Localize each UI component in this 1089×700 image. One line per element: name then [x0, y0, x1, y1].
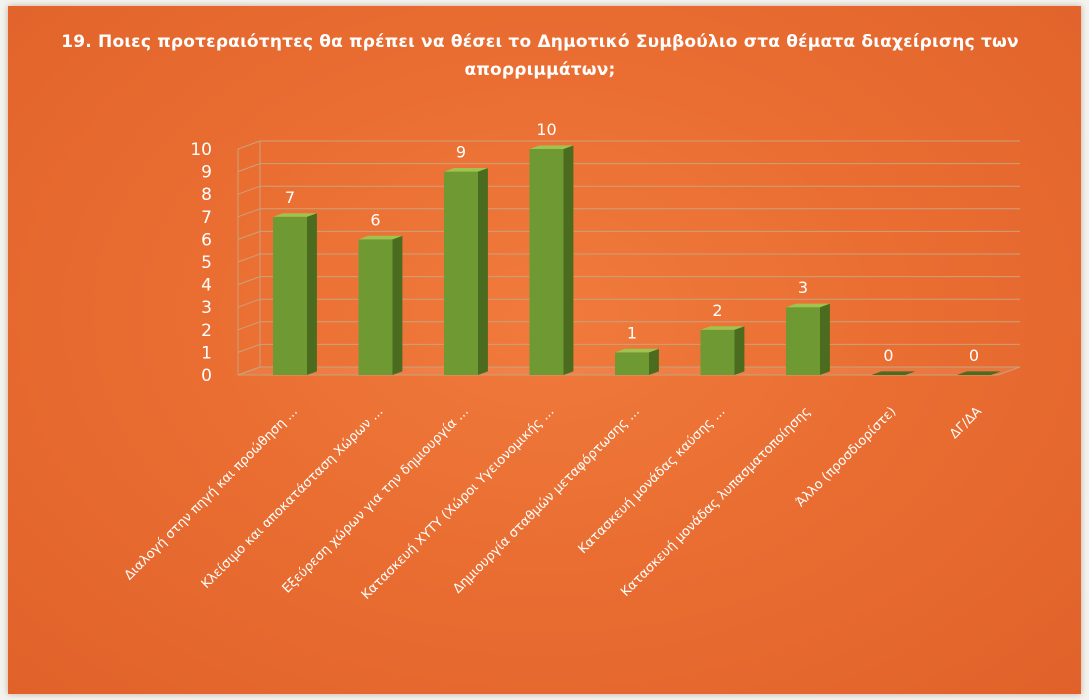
bar-side — [649, 348, 659, 375]
gridline-depth — [237, 185, 261, 195]
x-axis-labels: Διαλογή στην πηγή και προώθηση ...Κλείσι… — [122, 404, 985, 603]
bar-side — [392, 235, 403, 375]
y-tick-label: 9 — [201, 163, 212, 183]
x-tick-label: Άλλο (προσδιορίστε) — [793, 404, 899, 510]
bar-side — [820, 303, 830, 375]
y-tick-label: 1 — [201, 343, 212, 363]
y-tick-label: 8 — [201, 185, 212, 205]
gridline-depth — [237, 253, 261, 263]
gridline-depth — [237, 140, 261, 150]
bar-top — [615, 348, 659, 353]
bar-front — [700, 329, 735, 375]
bar-front — [358, 239, 393, 375]
y-axis: 0 12 34 5 67 89 10 — [190, 140, 261, 386]
bar-side — [563, 145, 574, 375]
y-tick-label: 10 — [190, 140, 212, 160]
x-tick-label: Κατασκευή μονάδας λυπασματοποίησης — [618, 404, 814, 600]
bar-top — [700, 326, 745, 330]
bar-side — [734, 326, 745, 375]
y-tick-label: 7 — [201, 208, 212, 228]
y-tick-label: 6 — [201, 230, 212, 250]
bar-side — [478, 168, 488, 375]
x-tick-label: Κατασκευή μονάδας καύσης ... — [576, 404, 729, 557]
data-label: 2 — [712, 301, 722, 320]
bar-top — [529, 145, 574, 149]
gridline-depth — [237, 163, 261, 173]
data-label: 10 — [536, 120, 556, 139]
data-labels: 7 6 9 10 1 2 3 0 0 — [285, 120, 979, 365]
y-tick-label: 0 — [201, 366, 212, 386]
data-label: 3 — [798, 278, 808, 297]
bar-front — [786, 307, 820, 375]
gridline-depth — [237, 343, 261, 353]
data-label: 7 — [285, 188, 295, 207]
x-tick-label: Εξεύρεση χώρων για την δημιουργία ... — [280, 404, 472, 596]
bar-front — [615, 352, 649, 375]
gridline-depth — [237, 298, 261, 308]
y-tick-label: 2 — [201, 321, 212, 341]
bar-top — [786, 303, 830, 308]
bar-top — [444, 168, 488, 172]
y-tick-label: 4 — [201, 276, 212, 296]
bar-front — [273, 216, 307, 375]
data-label: 0 — [883, 346, 893, 365]
bar-front — [444, 171, 478, 375]
y-tick-label: 5 — [201, 253, 212, 273]
x-tick-label: ΔΓ/ΔΑ — [947, 404, 985, 442]
data-label: 6 — [370, 210, 380, 229]
gridline-depth — [237, 321, 261, 331]
bar-zero — [871, 371, 916, 375]
gridline-depth — [237, 276, 261, 286]
x-tick-label: Κατασκευή ΧΥΤΥ (Χώροι Υγειονομικής ... — [359, 404, 558, 603]
data-label: 0 — [969, 346, 979, 365]
bars — [273, 145, 1001, 375]
bar-top — [273, 213, 317, 217]
bar-zero — [957, 371, 1001, 375]
gridline-depth — [237, 230, 261, 240]
bar-top — [358, 235, 403, 240]
y-tick-label: 3 — [201, 298, 212, 318]
chart-title: 19. Ποιες προτεραιότητες θα πρέπει να θέ… — [61, 32, 1019, 80]
data-label: 9 — [456, 143, 466, 162]
bar-front — [529, 149, 564, 375]
x-tick-label: Δημιουργία σταθμών μεταφόρτωσης ... — [450, 404, 643, 597]
gridline-depth — [237, 208, 261, 218]
data-label: 1 — [627, 323, 637, 342]
x-tick-label: Διαλογή στην πηγή και προώθηση ... — [122, 404, 301, 583]
bar-side — [307, 213, 317, 375]
x-tick-label: Κλείσιμο και αποκατάσταση Χώρων ... — [199, 404, 387, 592]
